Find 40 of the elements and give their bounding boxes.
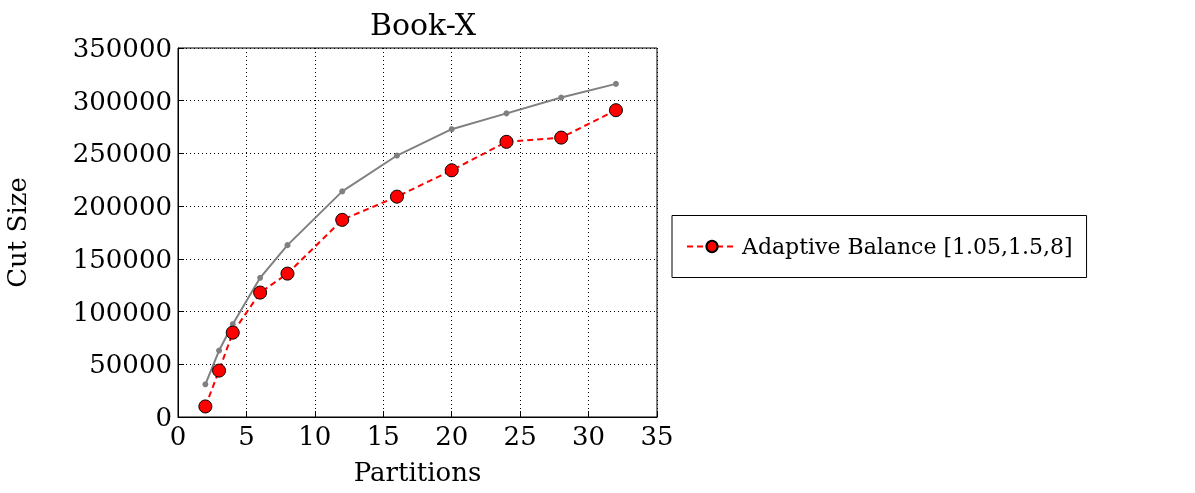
point bbox=[280, 266, 295, 281]
point bbox=[225, 325, 240, 340]
x-tick-label: 20 bbox=[435, 421, 469, 451]
x-tick-label: 15 bbox=[366, 421, 400, 451]
x-tick-label: 35 bbox=[640, 421, 674, 451]
point bbox=[253, 285, 268, 300]
x-tick-label: 25 bbox=[503, 421, 537, 451]
point bbox=[444, 163, 459, 178]
y-tick-label: 0 bbox=[155, 402, 172, 432]
y-tick-label: 200000 bbox=[72, 191, 172, 222]
point bbox=[393, 152, 400, 159]
point bbox=[212, 363, 227, 378]
point bbox=[554, 130, 569, 145]
point bbox=[257, 274, 264, 281]
point bbox=[448, 126, 455, 133]
y-axis-title: Cut Size bbox=[2, 177, 32, 288]
point bbox=[558, 94, 565, 101]
y-tick-label: 300000 bbox=[72, 85, 172, 116]
y-tick-label: 100000 bbox=[72, 296, 172, 327]
x-tick-label: 10 bbox=[298, 421, 332, 451]
point bbox=[389, 189, 404, 204]
point bbox=[339, 188, 346, 195]
point bbox=[608, 103, 623, 118]
point bbox=[335, 212, 350, 227]
legend-label: Adaptive Balance [1.05,1.5,8] bbox=[741, 234, 1073, 259]
y-tick-label: 250000 bbox=[72, 138, 172, 169]
chart-title: Book-X bbox=[369, 6, 477, 42]
x-tick-label: 30 bbox=[572, 421, 606, 451]
y-tick-label: 50000 bbox=[89, 349, 172, 380]
y-tick-label: 350000 bbox=[72, 33, 172, 63]
y-tick-label: 150000 bbox=[72, 243, 172, 274]
point bbox=[499, 134, 514, 149]
point bbox=[284, 242, 291, 249]
point bbox=[216, 347, 223, 354]
point bbox=[198, 399, 213, 414]
x-axis-title: Partitions bbox=[353, 457, 482, 487]
point bbox=[612, 80, 619, 87]
point bbox=[202, 381, 209, 388]
x-tick-label: 5 bbox=[238, 421, 255, 451]
point bbox=[503, 110, 510, 117]
